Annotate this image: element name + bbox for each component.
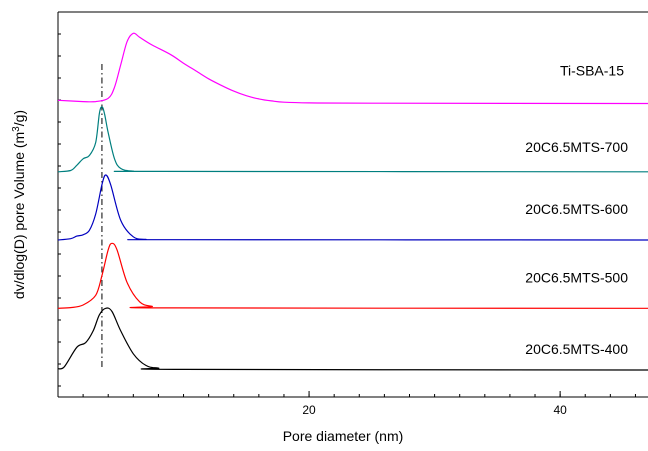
series-label: 20C6.5MTS-400 — [525, 341, 628, 357]
x-tick-label: 40 — [553, 403, 567, 417]
y-axis-label-sup: 3 — [11, 126, 22, 132]
series-line-20c6-5mts-500 — [57, 242, 648, 309]
y-axis-label-prefix: dv/dlog(D) pore Volume (m — [11, 132, 27, 299]
series-line-20c6-5mts-700 — [57, 106, 648, 173]
series-line-20c6-5mts-600 — [57, 174, 648, 241]
series-line-ti-sba-15 — [57, 32, 648, 105]
series-line-20c6-5mts-400 — [57, 307, 648, 371]
x-tick-label: 20 — [302, 403, 316, 417]
series-label: 20C6.5MTS-700 — [525, 139, 628, 155]
y-axis-label-suffix: /g) — [11, 110, 27, 126]
series-label: Ti-SBA-15 — [560, 63, 624, 79]
x-axis-label: Pore diameter (nm) — [283, 428, 404, 444]
series-label: 20C6.5MTS-500 — [525, 269, 628, 285]
y-axis-label: dv/dlog(D) pore Volume (m3/g) — [11, 110, 28, 299]
series-label: 20C6.5MTS-600 — [525, 201, 628, 217]
